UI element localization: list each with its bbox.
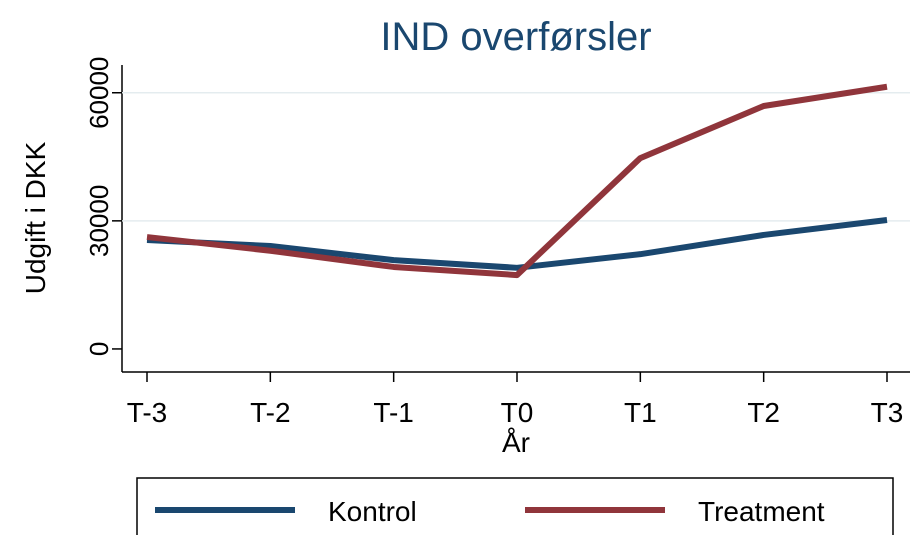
legend-box <box>136 477 894 535</box>
series-line <box>146 83 888 279</box>
legend-label: Treatment <box>698 496 825 527</box>
series-line <box>146 217 888 271</box>
y-axis-label: Udgift i DKK <box>20 141 51 294</box>
y-tick-label: 0 <box>84 342 114 356</box>
x-tick-label: T2 <box>747 397 780 428</box>
x-tick-label: T-3 <box>127 397 167 428</box>
x-tick-label: T-1 <box>373 397 413 428</box>
x-tick-label: T-2 <box>250 397 290 428</box>
x-axis-label: År <box>502 427 530 458</box>
x-tick-label: T1 <box>624 397 657 428</box>
chart-title: IND overførsler <box>380 15 651 59</box>
x-tick-label: T3 <box>871 397 904 428</box>
x-tick-label: T0 <box>501 397 534 428</box>
y-tick-label: 30000 <box>84 185 114 257</box>
y-tick-label: 60000 <box>84 57 114 129</box>
legend-label: Kontrol <box>328 496 417 527</box>
